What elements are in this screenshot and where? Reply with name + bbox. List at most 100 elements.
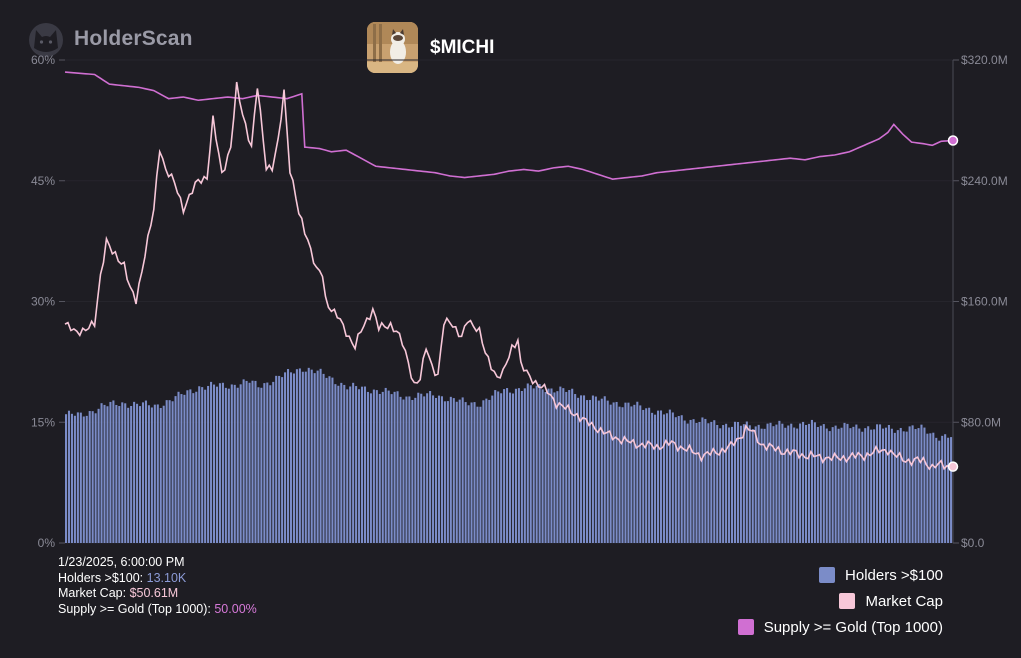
holders-bar [556,391,559,543]
holders-bar [813,422,816,543]
right-tick-label: $80.0M [961,415,1001,429]
left-tick-label: 0% [38,536,56,550]
holders-bar [118,406,121,543]
holders-bar [408,396,411,543]
holders-bar [227,388,230,543]
holders-bar [112,400,115,543]
holders-bar [375,390,378,543]
holders-bar [139,406,142,543]
holders-bars [65,367,953,543]
holders-bar [926,433,929,543]
holders-bar [725,423,728,543]
holders-bar [97,408,100,543]
brand[interactable]: HolderScan [26,20,193,58]
holders-bar [565,391,568,543]
holders-bar [867,426,870,543]
tooltip-supply-row: Supply >= Gold (Top 1000): 50.00% [58,602,257,618]
holders-bar [358,389,361,543]
holders-bar [242,379,245,543]
holders-bar [659,410,663,543]
holders-bar [760,428,763,543]
holders-bar [289,372,293,543]
holders-bar [180,394,183,543]
holders-bar [369,393,372,543]
holders-bar [864,428,867,543]
holders-bar [568,390,571,543]
holders-bar [497,391,500,543]
holders-bar [541,389,544,543]
holders-bar [141,402,145,543]
holders-bar [923,427,926,543]
holders-bar [950,437,953,543]
holders-bar [281,377,284,543]
holders-bar [775,424,778,543]
holders-bar [325,377,328,543]
tooltip-holders-value: 13.10K [146,570,187,585]
holders-bar [292,373,295,543]
holders-bar [467,405,470,543]
holders-bar [742,424,745,543]
holders-bar [807,423,811,543]
holders-bar [239,384,242,543]
holders-bar [642,409,645,543]
hover-tooltip: 1/23/2025, 6:00:00 PM Holders >$100: 13.… [58,555,257,617]
holders-bar [754,426,757,543]
holders-bar [165,400,168,543]
holders-bar [781,423,784,543]
holders-bar [840,427,843,543]
holders-bar [618,406,621,543]
holders-bar [944,434,947,543]
holders-bar [523,388,526,543]
holders-bar [355,386,358,543]
tooltip-supply-label: Supply >= Gold (Top 1000): [58,601,211,616]
holders-bar [890,428,893,543]
holders-bar [585,400,589,543]
holders-bar [535,385,538,543]
holders-bar [544,391,547,543]
holders-bar [224,387,227,543]
holders-bar [571,388,574,543]
tooltip-supply-value: 50.00% [214,601,257,616]
holders-bar [414,397,417,543]
holders-bar [790,423,793,543]
holders-bar [485,398,488,543]
legend-item-mcap[interactable]: Market Cap [738,588,943,614]
holders-bar [488,399,491,543]
legend-item-supply[interactable]: Supply >= Gold (Top 1000) [737,614,943,640]
holders-bar [562,388,565,543]
holders-bar [221,382,224,543]
holders-bar [941,435,944,543]
holders-bar [275,375,278,543]
holders-bar [668,409,671,543]
holders-bar [103,404,106,543]
holders-bar [707,423,710,543]
holders-bar [778,420,781,543]
holders-bar [79,412,82,543]
tooltip-holders-row: Holders >$100: 13.10K [58,571,257,587]
holders-bar [846,423,849,543]
holders-bar [331,377,334,543]
token-name: $MICHI [430,36,495,58]
holders-bar [731,426,734,543]
holders-bar [920,424,923,543]
holders-bar [550,388,553,543]
holders-bar [491,395,494,543]
holders-bar [917,428,920,543]
holders-bar [787,425,790,543]
holders-bar [538,384,541,543]
holders-bar [583,395,586,543]
holders-bar [100,403,103,543]
holders-bar [251,380,254,543]
holders-bar [858,428,861,543]
legend-item-holders[interactable]: Holders >$100 [738,562,943,588]
holders-bar [526,383,529,543]
holders-bar [177,391,180,543]
right-tick-label: $0.0 [961,536,985,550]
holders-bar [115,404,118,543]
holders-bar [870,429,873,543]
holders-bar [381,391,384,543]
holders-bar [677,416,680,543]
holders-bar [657,410,660,543]
right-tick-label: $240.0M [961,174,1008,188]
